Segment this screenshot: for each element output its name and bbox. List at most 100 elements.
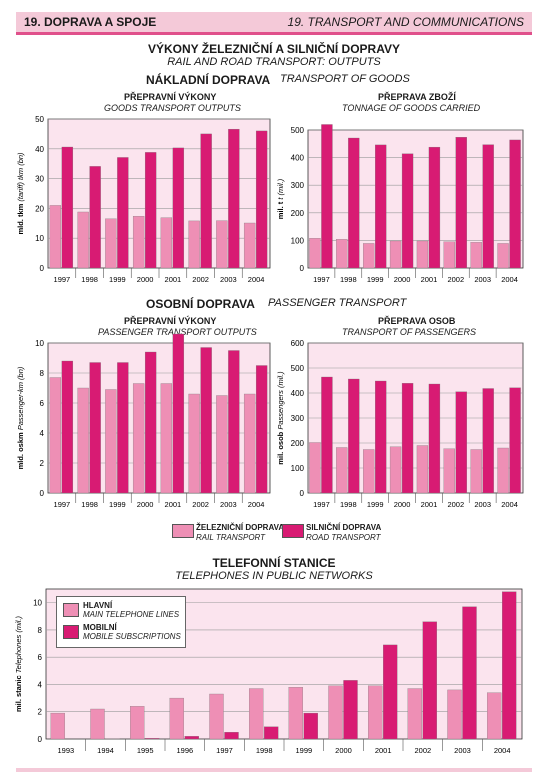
y-tick-label: 8 xyxy=(40,369,45,378)
x-tick-label: 2001 xyxy=(375,746,392,755)
x-tick-label: 2000 xyxy=(394,500,411,509)
x-tick-label: 1999 xyxy=(367,275,384,284)
y-tick-label: 2 xyxy=(40,459,45,468)
legend-mobile-en: MOBILE SUBSCRIPTIONS xyxy=(83,632,181,641)
legend-main-cz: HLAVNÍ xyxy=(83,601,113,610)
bar-series2 xyxy=(255,365,268,494)
bar-series1 xyxy=(470,242,482,269)
chart2-title: PŘEPRAVA ZBOŽÍ xyxy=(378,92,456,102)
x-tick-label: 1999 xyxy=(367,500,384,509)
y-tick-label: 0 xyxy=(38,735,43,744)
chart4-subtitle: TRANSPORT OF PASSENGERS xyxy=(342,327,477,337)
bar-series2 xyxy=(509,139,521,269)
y-tick-label: 6 xyxy=(38,653,43,662)
chart3-title: PŘEPRAVNÍ VÝKONY xyxy=(124,316,217,326)
bar-series1 xyxy=(416,445,429,494)
bar-series1 xyxy=(50,712,65,740)
y-tick-label: 4 xyxy=(40,429,45,438)
x-tick-label: 2002 xyxy=(192,275,209,284)
passenger-title-en: PASSENGER TRANSPORT xyxy=(268,297,407,309)
freight-title-en: TRANSPORT OF GOODS xyxy=(280,73,410,85)
bar-series2 xyxy=(228,128,240,269)
y-tick-label: 300 xyxy=(291,181,305,190)
bar-series2 xyxy=(321,124,333,269)
bar-series1 xyxy=(160,217,173,269)
bar-series2 xyxy=(145,738,160,740)
x-tick-label: 1997 xyxy=(313,500,330,509)
y-tick-label: 10 xyxy=(35,234,44,243)
x-tick-label: 2004 xyxy=(248,275,265,284)
y-tick-label: 0 xyxy=(40,489,45,498)
bar-series1 xyxy=(443,448,455,494)
bar-series1 xyxy=(470,449,482,494)
bar-series1 xyxy=(49,377,62,494)
x-tick-label: 1999 xyxy=(295,746,312,755)
bar-series1 xyxy=(188,220,200,269)
x-tick-label: 1997 xyxy=(54,500,71,509)
y-tick-label: 100 xyxy=(291,236,305,245)
y-axis-label: mld. tkm (tariff) tkm (bn) xyxy=(16,152,25,235)
bar-series1 xyxy=(336,239,348,269)
x-tick-label: 2003 xyxy=(454,746,471,755)
y-tick-label: 200 xyxy=(291,439,305,448)
y-tick-label: 500 xyxy=(291,364,305,373)
bar-series1 xyxy=(132,383,145,494)
bar-series2 xyxy=(228,350,240,494)
y-axis-label-cz: mil. osob xyxy=(276,431,285,464)
x-tick-label: 1999 xyxy=(109,500,126,509)
y-tick-label: 400 xyxy=(291,389,305,398)
x-tick-label: 2000 xyxy=(137,500,154,509)
bar-series1 xyxy=(328,685,343,740)
legend-main-en: MAIN TELEPHONE LINES xyxy=(83,610,180,619)
bar-series2 xyxy=(303,712,318,740)
bar-series2 xyxy=(401,153,414,269)
bar-series1 xyxy=(288,687,303,740)
bar-series2 xyxy=(383,644,398,740)
bar-series1 xyxy=(368,685,383,740)
bar-series2 xyxy=(428,146,441,269)
bar-series2 xyxy=(482,144,494,269)
y-tick-label: 0 xyxy=(40,264,45,273)
telephones-title-cz: TELEFONNÍ STANICE xyxy=(212,556,336,570)
section-title-cz: VÝKONY ŽELEZNIČNÍ A SILNIČNÍ DOPRAVY xyxy=(147,42,401,56)
bar-series2 xyxy=(509,387,521,494)
y-tick-label: 30 xyxy=(35,175,44,184)
y-tick-label: 300 xyxy=(291,414,305,423)
bar-series1 xyxy=(132,215,145,269)
bar-series2 xyxy=(61,146,74,269)
bar-series1 xyxy=(249,688,264,740)
bar-series1 xyxy=(243,393,256,494)
x-tick-label: 2001 xyxy=(421,500,438,509)
bar-series2 xyxy=(172,333,185,494)
x-tick-label: 2004 xyxy=(494,746,511,755)
y-tick-label: 600 xyxy=(291,339,305,348)
bar-series1 xyxy=(77,211,89,269)
bar-series1 xyxy=(407,688,422,740)
bar-series1 xyxy=(209,693,224,740)
bar-series1 xyxy=(130,706,145,740)
header-chapter-en: 19. TRANSPORT AND COMMUNICATIONS xyxy=(287,15,524,29)
x-tick-label: 1994 xyxy=(97,746,114,755)
bar-series1 xyxy=(169,697,184,740)
bar-series2 xyxy=(455,391,467,494)
legend-road-en: ROAD TRANSPORT xyxy=(306,533,381,542)
bar-series2 xyxy=(89,166,101,269)
x-tick-label: 1997 xyxy=(54,275,71,284)
y-axis-label-cz: mil. t xyxy=(276,201,285,219)
x-tick-label: 2003 xyxy=(220,500,237,509)
x-tick-label: 1998 xyxy=(340,500,357,509)
bar-series2 xyxy=(462,606,477,740)
bar-series2 xyxy=(61,360,74,494)
x-tick-label: 2001 xyxy=(165,275,182,284)
bar-series2 xyxy=(117,362,129,494)
bar-series1 xyxy=(49,205,62,269)
x-tick-label: 2004 xyxy=(501,500,518,509)
y-tick-label: 100 xyxy=(291,464,305,473)
x-tick-label: 1998 xyxy=(340,275,357,284)
y-tick-label: 0 xyxy=(300,489,305,498)
y-axis-label-en: Passenger-km (bn) xyxy=(16,366,25,432)
y-tick-label: 0 xyxy=(300,264,305,273)
x-tick-label: 1998 xyxy=(256,746,273,755)
bar-series2 xyxy=(482,388,494,494)
